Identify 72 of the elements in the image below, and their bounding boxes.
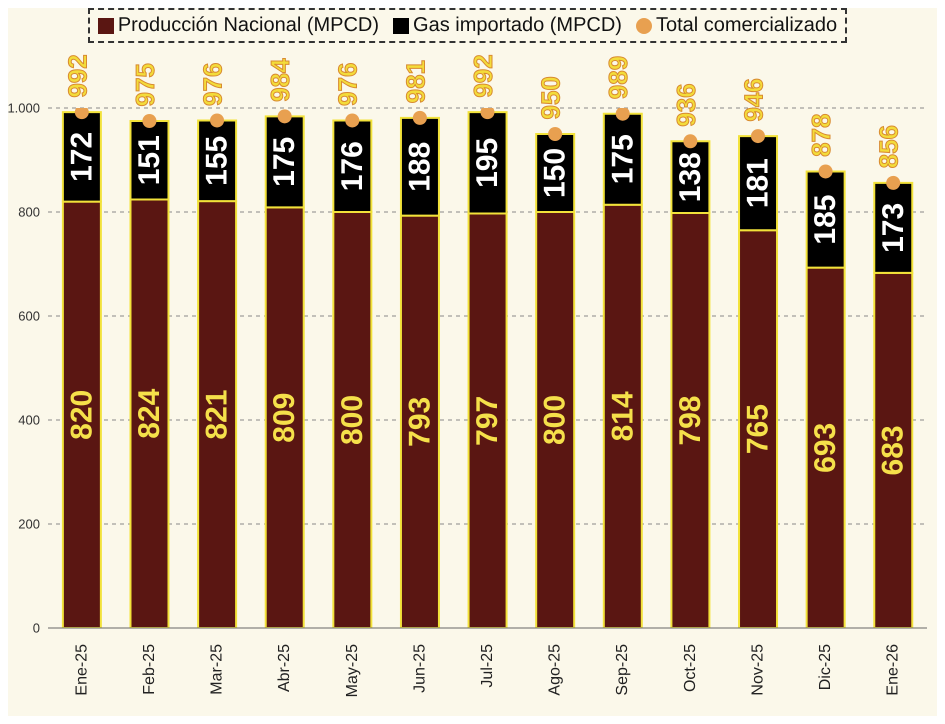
y-tick-label: 1.000 [7, 100, 40, 116]
point [548, 127, 562, 141]
data-label: 176 [336, 141, 369, 192]
x-tick-label: Ene-26 [884, 644, 902, 696]
data-label: 195 [471, 138, 504, 188]
x-tick-label: Abr-25 [276, 644, 294, 692]
y-tick-label: 0 [32, 620, 40, 636]
data-label: 173 [876, 202, 910, 253]
data-label: 975 [130, 63, 160, 106]
data-label: 151 [132, 135, 166, 186]
legend-label: Gas importado (MPCD) [412, 14, 622, 37]
data-label: 821 [200, 390, 234, 440]
point [750, 129, 765, 144]
point [818, 164, 833, 178]
data-label: 800 [336, 394, 369, 446]
x-tick-label: Oct-25 [682, 644, 699, 692]
data-label: 992 [468, 54, 498, 98]
y-tick-label: 200 [18, 516, 40, 532]
data-label: 797 [471, 396, 504, 446]
data-label: 992 [62, 54, 92, 98]
data-label: 172 [65, 132, 98, 182]
point [886, 176, 900, 190]
point [210, 113, 224, 128]
x-tick-label: Ago-25 [546, 644, 564, 696]
point [616, 108, 630, 121]
data-label: 188 [403, 142, 436, 192]
point [142, 114, 156, 128]
data-label: 936 [670, 83, 701, 127]
x-tick-label: Ene-25 [73, 644, 90, 696]
data-label: 175 [268, 136, 302, 187]
data-label: 765 [742, 404, 775, 454]
data-label: 976 [332, 62, 363, 106]
data-label: 878 [806, 114, 836, 157]
point [278, 109, 292, 124]
y-tick-label: 600 [18, 308, 40, 324]
data-label: 814 [606, 391, 640, 442]
data-label: 693 [809, 422, 842, 473]
x-tick-label: Jul-25 [479, 644, 496, 688]
data-label: 856 [874, 124, 904, 168]
point [412, 110, 427, 125]
data-label: 809 [268, 392, 302, 443]
x-tick-label: Mar-25 [208, 644, 226, 695]
legend-label: Producción Nacional (MPCD) [116, 14, 380, 37]
data-label: 155 [200, 136, 234, 186]
data-label: 984 [265, 58, 296, 102]
x-tick-label: Dic-25 [817, 644, 834, 690]
point [683, 134, 698, 148]
data-label: 683 [876, 425, 910, 476]
data-label: 981 [400, 60, 430, 104]
data-label: 950 [536, 76, 566, 120]
data-label: 946 [738, 78, 768, 122]
data-label: 138 [674, 152, 707, 202]
data-label: 800 [538, 394, 572, 446]
x-tick-label: Sep-25 [614, 644, 632, 696]
y-tick-label: 800 [18, 204, 40, 220]
data-label: 175 [606, 134, 640, 184]
data-label: 824 [132, 388, 166, 439]
point [345, 113, 360, 128]
data-label: 798 [674, 395, 707, 446]
data-label: 185 [809, 194, 842, 245]
data-label: 150 [538, 148, 572, 198]
data-label: 181 [742, 158, 775, 208]
x-tick-label: Jun-25 [411, 644, 428, 693]
data-label: 793 [403, 396, 436, 447]
x-tick-label: Nov-25 [749, 644, 766, 696]
x-tick-label: May-25 [344, 644, 361, 698]
y-tick-label: 400 [18, 412, 40, 428]
data-label: 989 [603, 56, 634, 100]
data-label: 820 [65, 390, 98, 440]
x-tick-label: Feb-25 [140, 644, 158, 695]
legend-label: Total comercializado [654, 14, 838, 37]
data-label: 976 [198, 62, 228, 106]
